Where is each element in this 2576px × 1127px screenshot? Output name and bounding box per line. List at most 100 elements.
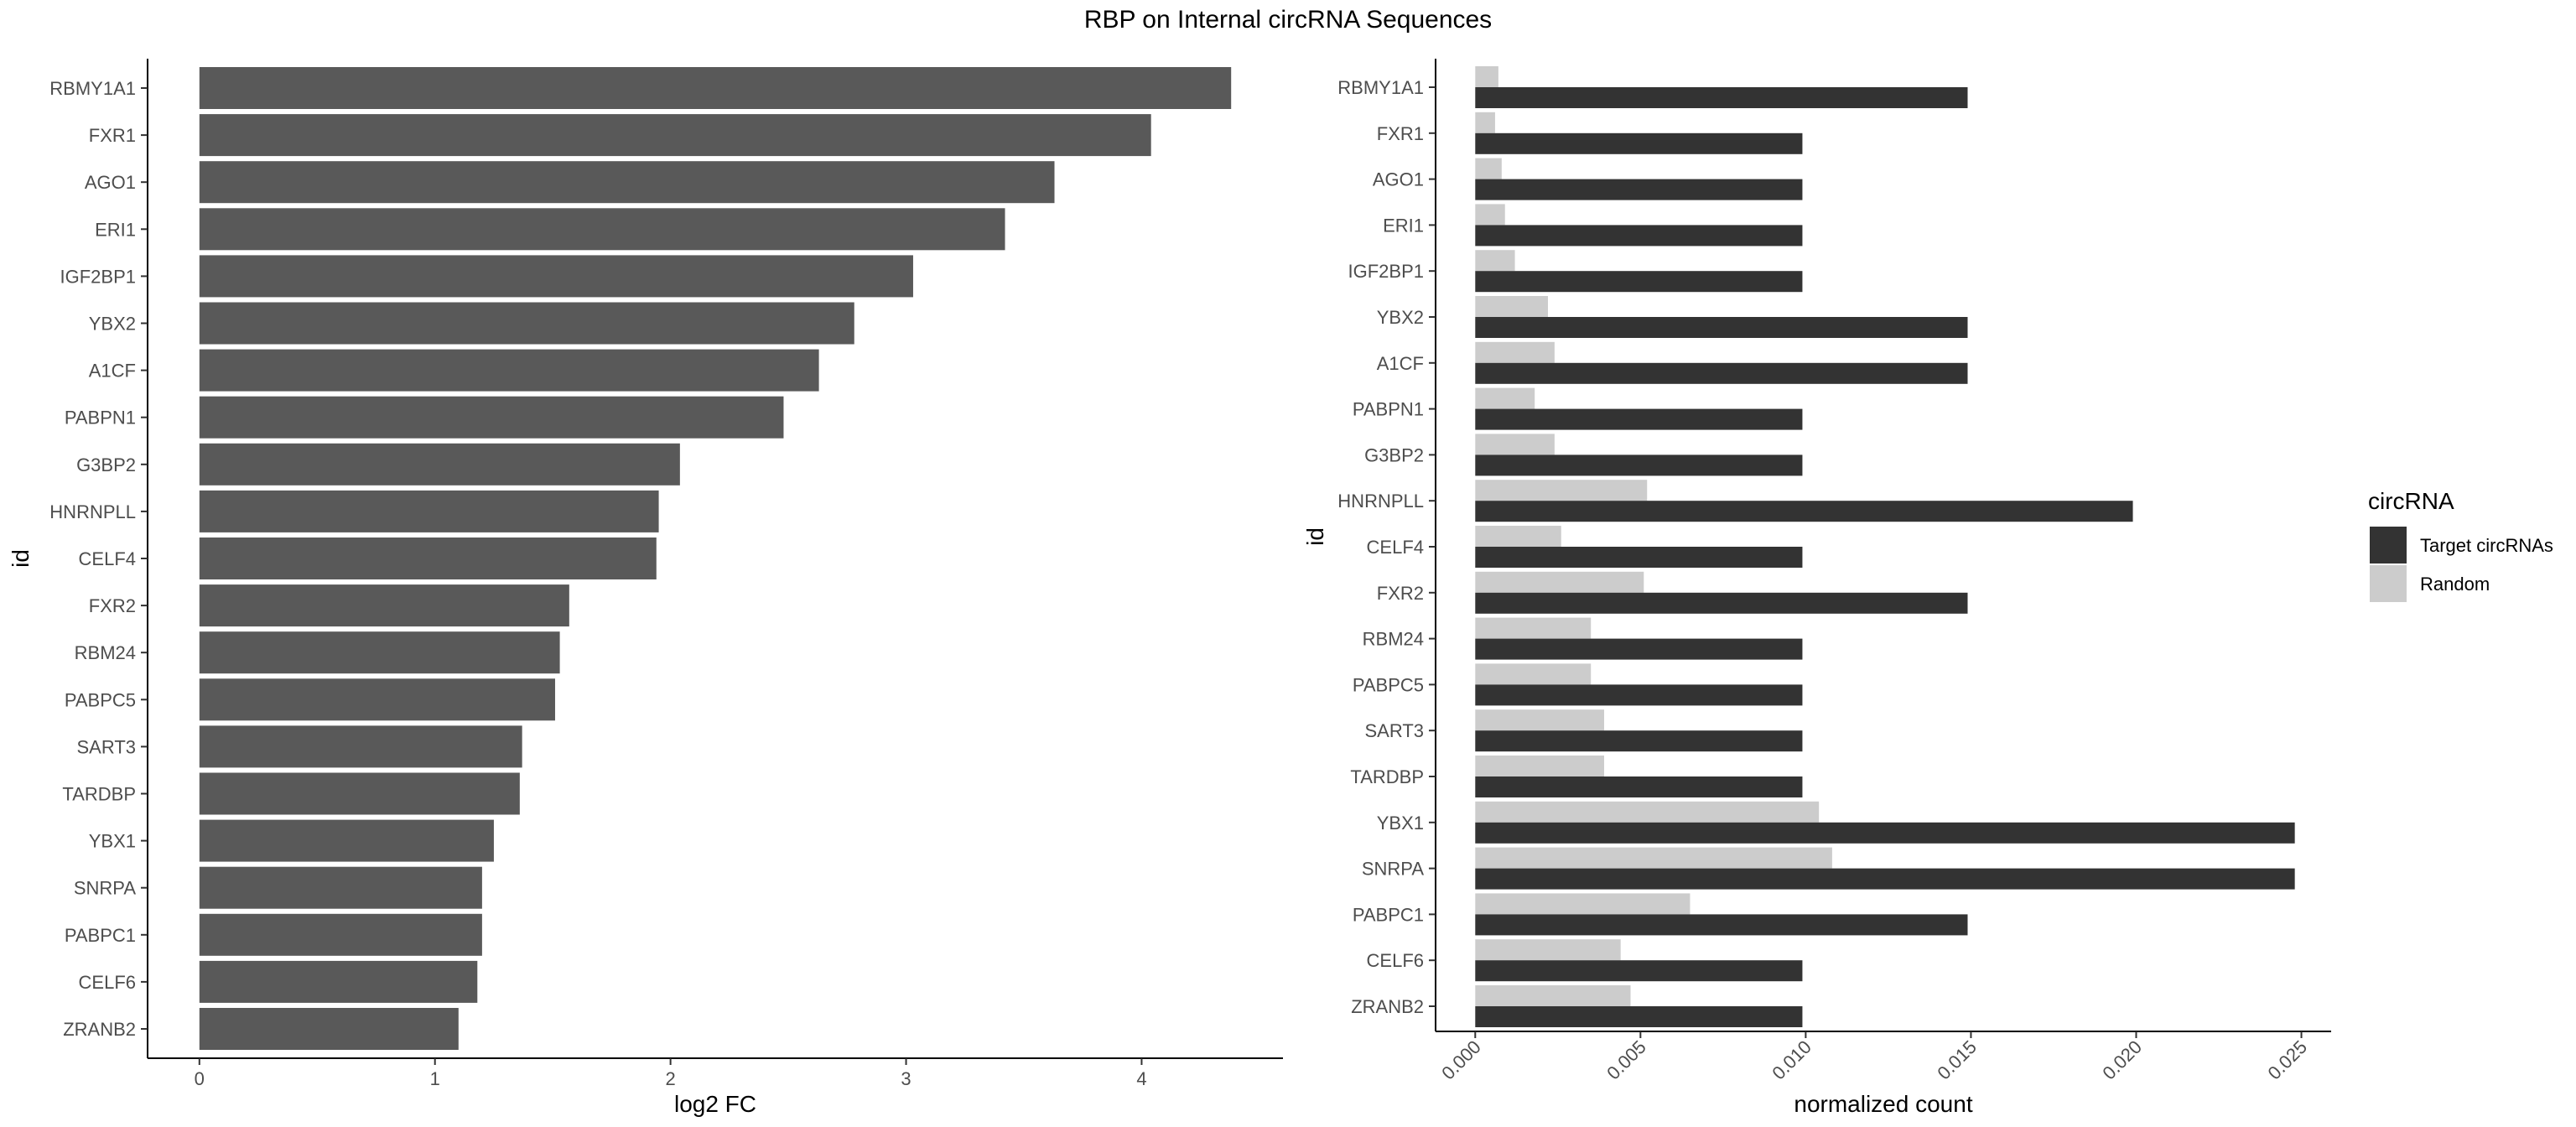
y-tick-label-pabpn1: PABPN1 xyxy=(65,408,136,428)
bar-random-ybx2 xyxy=(1475,296,1548,317)
y-tick-label-ybx1: YBX1 xyxy=(1377,813,1424,834)
y-tick-label-rbmy1a1: RBMY1A1 xyxy=(1337,77,1424,98)
y-tick-label-pabpc5: PABPC5 xyxy=(1353,674,1424,695)
legend-swatch-target-circrnas xyxy=(2370,527,2407,564)
y-tick-label-ybx2: YBX2 xyxy=(1377,307,1424,328)
bar-target-sart3 xyxy=(1475,730,1803,752)
bar-ago1 xyxy=(199,161,1055,204)
bar-tardbp xyxy=(199,772,520,815)
bar-a1cf xyxy=(199,349,819,392)
bar-target-celf4 xyxy=(1475,547,1803,568)
bar-pabpn1 xyxy=(199,396,784,439)
chart-title: RBP on Internal circRNA Sequences xyxy=(1084,6,1492,34)
y-tick-label-igf2bp1: IGF2BP1 xyxy=(1348,261,1424,282)
y-tick-label-ago1: AGO1 xyxy=(1373,169,1424,190)
bar-random-celf4 xyxy=(1475,526,1561,547)
bar-random-igf2bp1 xyxy=(1475,250,1515,272)
bar-target-snrpa xyxy=(1475,868,2295,890)
bar-ybx1 xyxy=(199,819,494,862)
bar-random-ago1 xyxy=(1475,158,1502,179)
bar-random-sart3 xyxy=(1475,709,1604,731)
bar-random-rbmy1a1 xyxy=(1475,66,1498,87)
bar-zranb2 xyxy=(199,1008,459,1050)
bar-target-pabpc1 xyxy=(1475,914,1968,936)
bar-pabpc1 xyxy=(199,913,482,956)
y-tick-label-pabpc1: PABPC1 xyxy=(65,925,136,946)
bar-fxr2 xyxy=(199,584,569,627)
bar-target-zranb2 xyxy=(1475,1006,1803,1027)
y-tick-label-g3bp2: G3BP2 xyxy=(76,454,136,475)
bar-eri1 xyxy=(199,208,1005,251)
y-tick-label-a1cf: A1CF xyxy=(89,361,136,382)
y-tick-label-rbm24: RBM24 xyxy=(75,642,136,663)
bar-snrpa xyxy=(199,866,482,909)
y-tick-label-hnrnpll: HNRNPLL xyxy=(1337,491,1424,512)
y-tick-label-sart3: SART3 xyxy=(76,736,136,757)
x-tick-label-0-010: 0.010 xyxy=(1768,1036,1815,1084)
x-tick-label-0-005: 0.005 xyxy=(1602,1036,1650,1084)
y-tick-label-eri1: ERI1 xyxy=(95,219,136,240)
y-tick-label-celf4: CELF4 xyxy=(1367,537,1424,558)
bar-target-ybx2 xyxy=(1475,317,1968,338)
bar-target-ybx1 xyxy=(1475,822,2295,844)
bar-random-pabpc5 xyxy=(1475,663,1592,685)
bar-target-a1cf xyxy=(1475,362,1968,384)
legend-title: circRNA xyxy=(2368,488,2454,514)
y-tick-label-fxr2: FXR2 xyxy=(89,595,136,616)
bar-target-pabpn1 xyxy=(1475,408,1803,430)
x-axis-title: log2 FC xyxy=(674,1091,756,1117)
y-tick-label-sart3: SART3 xyxy=(1364,720,1424,741)
x-tick-label-4: 4 xyxy=(1136,1068,1146,1089)
bar-target-igf2bp1 xyxy=(1475,271,1803,293)
y-tick-label-ybx1: YBX1 xyxy=(89,831,136,852)
x-tick-label-1: 1 xyxy=(430,1068,440,1089)
y-tick-label-snrpa: SNRPA xyxy=(74,878,136,899)
y-tick-label-fxr2: FXR2 xyxy=(1377,583,1424,604)
bar-fxr1 xyxy=(199,114,1151,157)
y-tick-label-ybx2: YBX2 xyxy=(89,314,136,335)
y-tick-label-celf6: CELF6 xyxy=(79,972,136,993)
legend-label-random: Random xyxy=(2420,574,2490,595)
bar-random-a1cf xyxy=(1475,341,1555,363)
bar-g3bp2 xyxy=(199,443,680,486)
bar-target-rbmy1a1 xyxy=(1475,87,1968,108)
bar-target-eri1 xyxy=(1475,225,1803,247)
y-tick-label-hnrnpll: HNRNPLL xyxy=(49,501,136,522)
x-axis-title: normalized count xyxy=(1794,1091,1972,1117)
bar-target-ago1 xyxy=(1475,179,1803,200)
bar-rbmy1a1 xyxy=(199,67,1232,109)
bar-pabpc5 xyxy=(199,678,555,721)
y-tick-label-pabpn1: PABPN1 xyxy=(1353,399,1424,420)
y-tick-label-eri1: ERI1 xyxy=(1383,215,1424,236)
bar-target-rbm24 xyxy=(1475,638,1803,660)
y-tick-label-rbmy1a1: RBMY1A1 xyxy=(49,78,136,99)
bar-random-pabpc1 xyxy=(1475,893,1690,915)
y-tick-label-snrpa: SNRPA xyxy=(1362,859,1424,880)
bar-celf6 xyxy=(199,960,478,1003)
x-tick-label-0-025: 0.025 xyxy=(2263,1036,2311,1084)
y-tick-label-fxr1: FXR1 xyxy=(89,125,136,146)
bar-random-tardbp xyxy=(1475,756,1604,776)
bar-target-fxr1 xyxy=(1475,132,1803,154)
y-axis-title: id xyxy=(8,549,34,568)
bar-hnrnpll xyxy=(199,490,659,532)
bar-random-g3bp2 xyxy=(1475,434,1555,455)
x-tick-label-0-020: 0.020 xyxy=(2098,1036,2146,1084)
bar-target-g3bp2 xyxy=(1475,454,1803,476)
left-bar-chart: RBMY1A1 FXR1 AGO1 ERI1 IGF2BP1 YBX2 A1CF PABPN1… xyxy=(8,59,1283,1117)
y-tick-label-tardbp: TARDBP xyxy=(1350,766,1424,787)
y-tick-label-ago1: AGO1 xyxy=(85,172,136,193)
y-tick-label-a1cf: A1CF xyxy=(1377,353,1424,374)
bar-target-tardbp xyxy=(1475,776,1803,797)
y-tick-label-tardbp: TARDBP xyxy=(62,784,136,805)
bar-random-rbm24 xyxy=(1475,617,1592,639)
y-tick-label-zranb2: ZRANB2 xyxy=(63,1019,136,1040)
bar-random-hnrnpll xyxy=(1475,480,1648,501)
bar-random-fxr1 xyxy=(1475,112,1495,133)
bar-igf2bp1 xyxy=(199,255,913,298)
legend: circRNA Target circRNAs Random xyxy=(2368,488,2553,602)
y-tick-label-pabpc1: PABPC1 xyxy=(1353,904,1424,925)
bar-random-fxr2 xyxy=(1475,571,1644,593)
y-tick-label-fxr1: FXR1 xyxy=(1377,123,1424,144)
